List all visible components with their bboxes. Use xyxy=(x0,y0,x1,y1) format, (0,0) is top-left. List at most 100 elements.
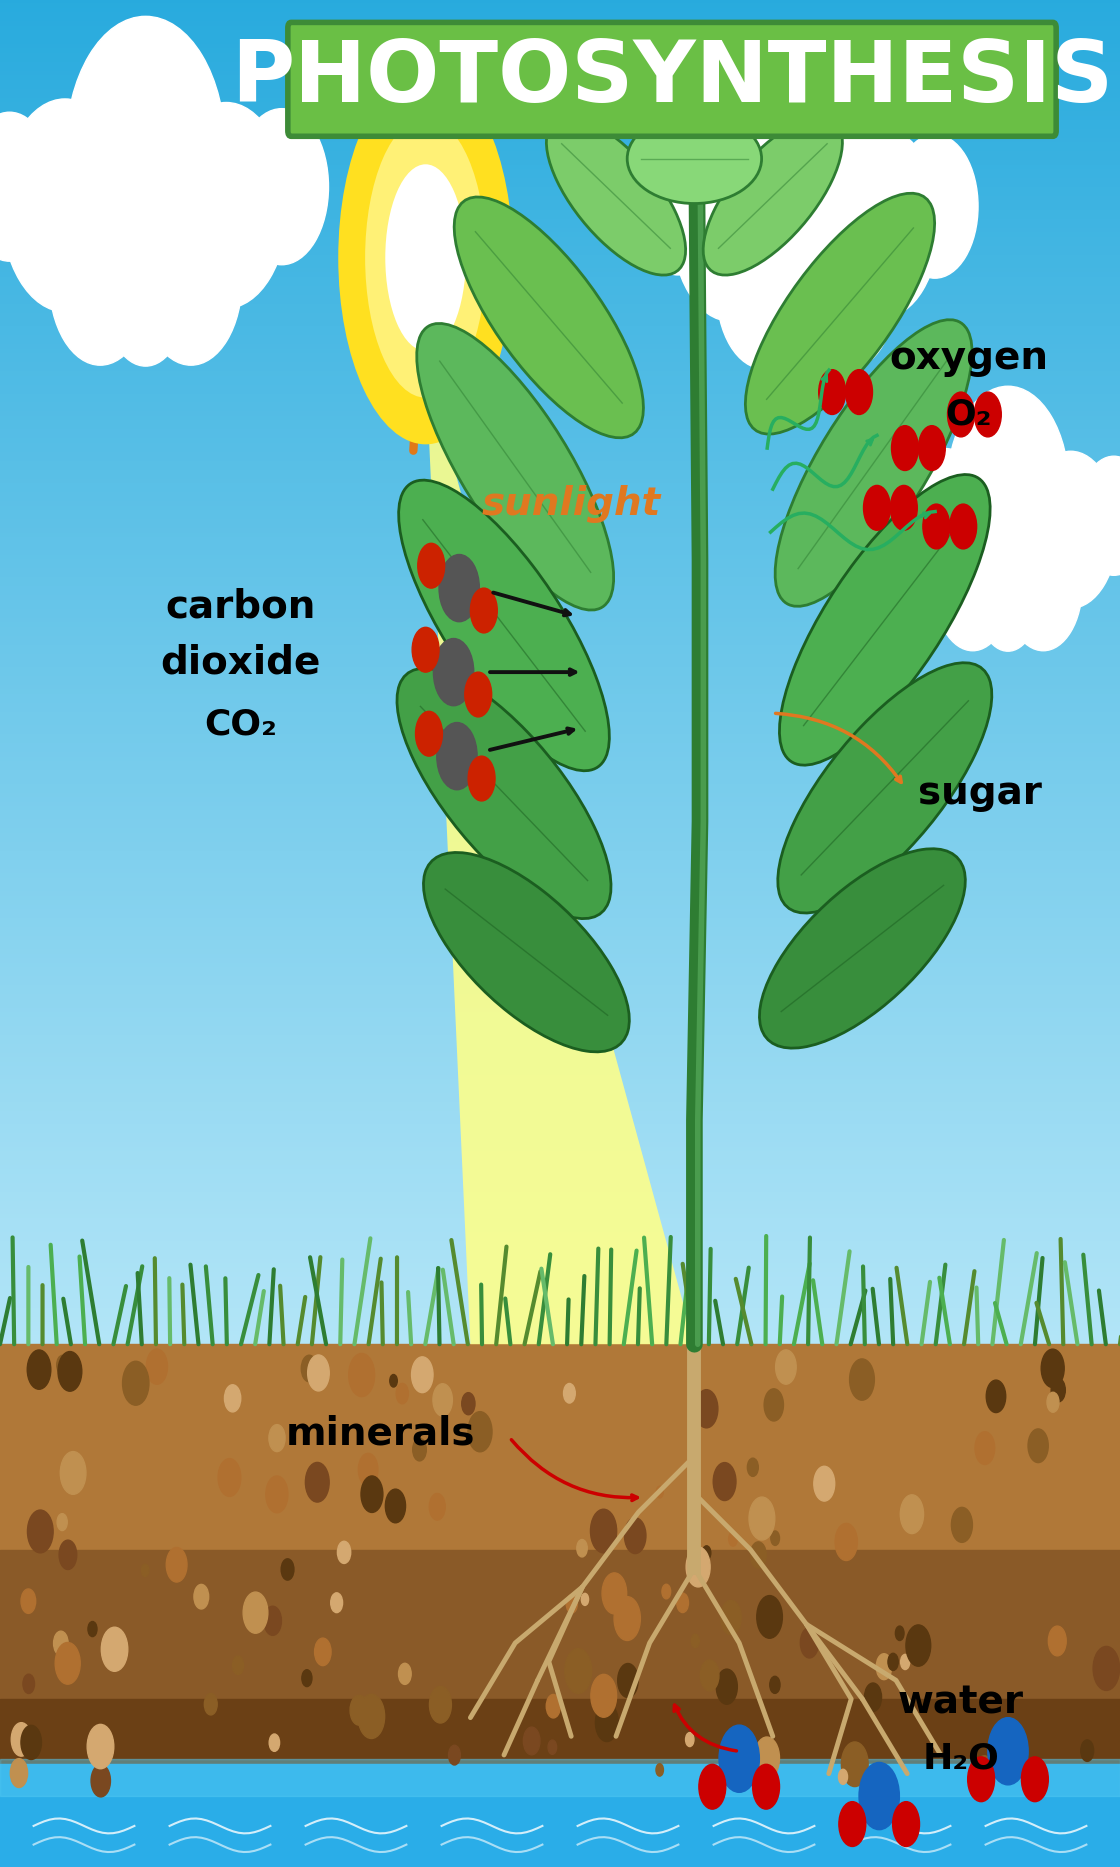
Circle shape xyxy=(948,392,974,437)
Circle shape xyxy=(764,1389,784,1421)
Circle shape xyxy=(591,1675,617,1718)
Circle shape xyxy=(923,504,950,549)
Circle shape xyxy=(988,1718,1028,1785)
Circle shape xyxy=(269,1425,286,1453)
Circle shape xyxy=(590,1509,617,1553)
Circle shape xyxy=(306,1462,329,1503)
Circle shape xyxy=(1093,1647,1120,1690)
Circle shape xyxy=(418,543,445,588)
Circle shape xyxy=(720,1600,741,1634)
Circle shape xyxy=(603,1572,627,1613)
Text: minerals: minerals xyxy=(286,1415,476,1453)
Circle shape xyxy=(719,1725,759,1792)
Circle shape xyxy=(729,1531,737,1546)
Circle shape xyxy=(662,1585,671,1598)
Circle shape xyxy=(88,1622,97,1637)
FancyBboxPatch shape xyxy=(288,22,1056,136)
Circle shape xyxy=(671,125,788,321)
Circle shape xyxy=(1024,452,1118,609)
Circle shape xyxy=(987,1380,1006,1413)
Circle shape xyxy=(747,1458,758,1477)
Circle shape xyxy=(951,1507,972,1542)
Circle shape xyxy=(896,448,995,611)
Text: sunlight: sunlight xyxy=(482,485,661,523)
Circle shape xyxy=(1,99,129,312)
Circle shape xyxy=(625,1518,646,1553)
Circle shape xyxy=(429,1686,451,1723)
Ellipse shape xyxy=(365,118,486,398)
Circle shape xyxy=(433,1383,452,1417)
Circle shape xyxy=(91,1764,111,1796)
Circle shape xyxy=(308,1355,329,1391)
Circle shape xyxy=(235,108,328,265)
Circle shape xyxy=(850,1359,875,1400)
Circle shape xyxy=(841,1742,868,1787)
Circle shape xyxy=(233,1656,243,1675)
Circle shape xyxy=(194,1585,208,1609)
Circle shape xyxy=(890,485,917,530)
Ellipse shape xyxy=(338,71,513,444)
Ellipse shape xyxy=(777,663,992,913)
Text: H₂O: H₂O xyxy=(923,1742,999,1776)
Circle shape xyxy=(750,1542,766,1568)
Circle shape xyxy=(974,392,1001,437)
Ellipse shape xyxy=(547,118,685,274)
Circle shape xyxy=(140,194,242,366)
Circle shape xyxy=(865,1682,881,1712)
Circle shape xyxy=(66,17,225,282)
Text: water: water xyxy=(898,1684,1024,1721)
Circle shape xyxy=(301,1355,317,1382)
Circle shape xyxy=(1042,1350,1064,1387)
Circle shape xyxy=(895,1626,904,1641)
Circle shape xyxy=(468,756,495,801)
Circle shape xyxy=(717,1669,737,1705)
Circle shape xyxy=(416,711,442,756)
Circle shape xyxy=(749,1497,775,1540)
Circle shape xyxy=(337,1542,351,1563)
Circle shape xyxy=(27,1350,50,1389)
Circle shape xyxy=(859,1762,899,1830)
Circle shape xyxy=(757,1596,783,1637)
Text: sugar: sugar xyxy=(918,775,1042,812)
Circle shape xyxy=(57,1514,67,1531)
Polygon shape xyxy=(371,105,480,411)
Circle shape xyxy=(618,1663,638,1697)
Circle shape xyxy=(49,194,151,366)
Circle shape xyxy=(147,1350,168,1383)
Ellipse shape xyxy=(775,319,972,607)
Circle shape xyxy=(950,504,977,549)
Circle shape xyxy=(839,1802,866,1846)
Circle shape xyxy=(315,1637,332,1665)
Circle shape xyxy=(564,1649,591,1693)
Circle shape xyxy=(769,245,843,370)
Circle shape xyxy=(57,1355,68,1374)
Circle shape xyxy=(54,1632,68,1656)
Circle shape xyxy=(243,1593,268,1634)
Circle shape xyxy=(776,1350,796,1383)
Circle shape xyxy=(361,1477,383,1512)
Circle shape xyxy=(699,1764,726,1809)
Circle shape xyxy=(685,1733,694,1746)
Ellipse shape xyxy=(399,480,609,771)
Circle shape xyxy=(636,138,719,274)
Circle shape xyxy=(58,1352,82,1391)
Circle shape xyxy=(948,386,1068,590)
Circle shape xyxy=(771,1531,780,1546)
Circle shape xyxy=(461,1393,475,1415)
Circle shape xyxy=(470,588,497,633)
Circle shape xyxy=(101,1628,128,1671)
Ellipse shape xyxy=(703,118,842,274)
Circle shape xyxy=(567,1594,578,1613)
Text: PHOTOSYNTHESIS: PHOTOSYNTHESIS xyxy=(231,37,1113,119)
Circle shape xyxy=(204,1693,217,1716)
Circle shape xyxy=(1005,521,1082,652)
Circle shape xyxy=(754,1736,780,1779)
Circle shape xyxy=(269,1734,280,1751)
Circle shape xyxy=(547,1695,560,1718)
Circle shape xyxy=(468,1411,492,1453)
Ellipse shape xyxy=(746,194,934,433)
Circle shape xyxy=(753,1764,780,1809)
Circle shape xyxy=(141,1565,149,1576)
Ellipse shape xyxy=(423,853,629,1051)
Text: O₂: O₂ xyxy=(945,398,992,431)
